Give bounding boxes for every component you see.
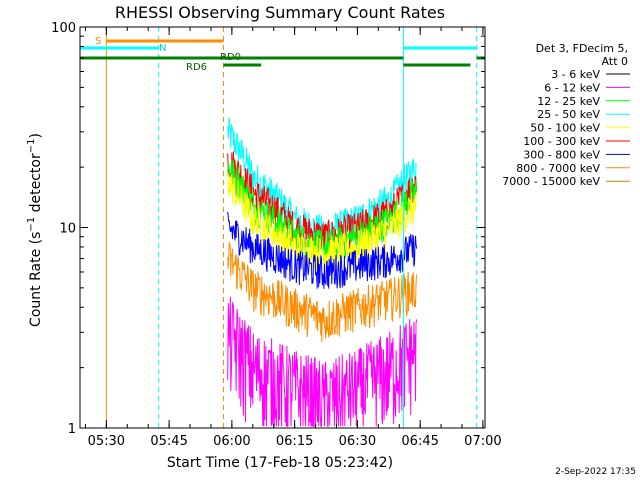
legend-label: 50 - 100 keV [530, 122, 600, 135]
legend-label: 3 - 6 keV [551, 68, 600, 81]
legend-label: 800 - 7000 keV [516, 162, 600, 175]
legend-label: 25 - 50 keV [537, 108, 600, 121]
flag-label-rd6: RD6 [186, 62, 207, 73]
series-line [227, 211, 418, 289]
x-tick-label: 06:30 [339, 434, 376, 449]
flag-label-rd0: RD0 [220, 52, 241, 63]
series-line [227, 242, 418, 343]
legend-label: 12 - 25 keV [537, 95, 600, 108]
x-tick-label: 07:00 [464, 434, 501, 449]
axes: 05:30 05:45 06:00 06:15 06:30 06:45 07:00 1 10 10… [51, 21, 501, 449]
timestamp-footer: 2-Sep-2022 17:35 [555, 467, 636, 477]
flag-label-n: N [159, 43, 166, 54]
x-axis-label: Start Time (17-Feb-18 05:23:42) [167, 455, 393, 471]
y-axis-label: Count Rate (s−1 detector−1) [26, 133, 44, 327]
legend-header: Det 3, FDecim 5, [536, 42, 628, 55]
chart-title: RHESSI Observing Summary Count Rates [115, 3, 445, 22]
y-tick-label: 100 [51, 21, 76, 36]
flag-label-s: S [95, 36, 101, 47]
x-tick-label: 05:30 [88, 434, 125, 449]
x-tick-label: 06:45 [401, 434, 438, 449]
legend-label: 300 - 800 keV [523, 148, 600, 161]
legend-header: Att 0 [602, 55, 628, 68]
y-tick-label: 10 [59, 222, 76, 237]
x-tick-label: 06:15 [276, 434, 313, 449]
series-line [227, 171, 418, 272]
series-line [227, 159, 418, 264]
legend-label: 6 - 12 keV [544, 81, 600, 94]
x-tick-label: 06:00 [213, 434, 250, 449]
x-tick-label: 05:45 [150, 434, 187, 449]
plot-area: S N RD0 RD6 [79, 27, 485, 428]
legend-label: 7000 - 15000 keV [502, 175, 600, 188]
y-tick-label: 1 [68, 422, 76, 437]
series-line [227, 296, 418, 427]
legend-label: 100 - 300 keV [523, 135, 600, 148]
